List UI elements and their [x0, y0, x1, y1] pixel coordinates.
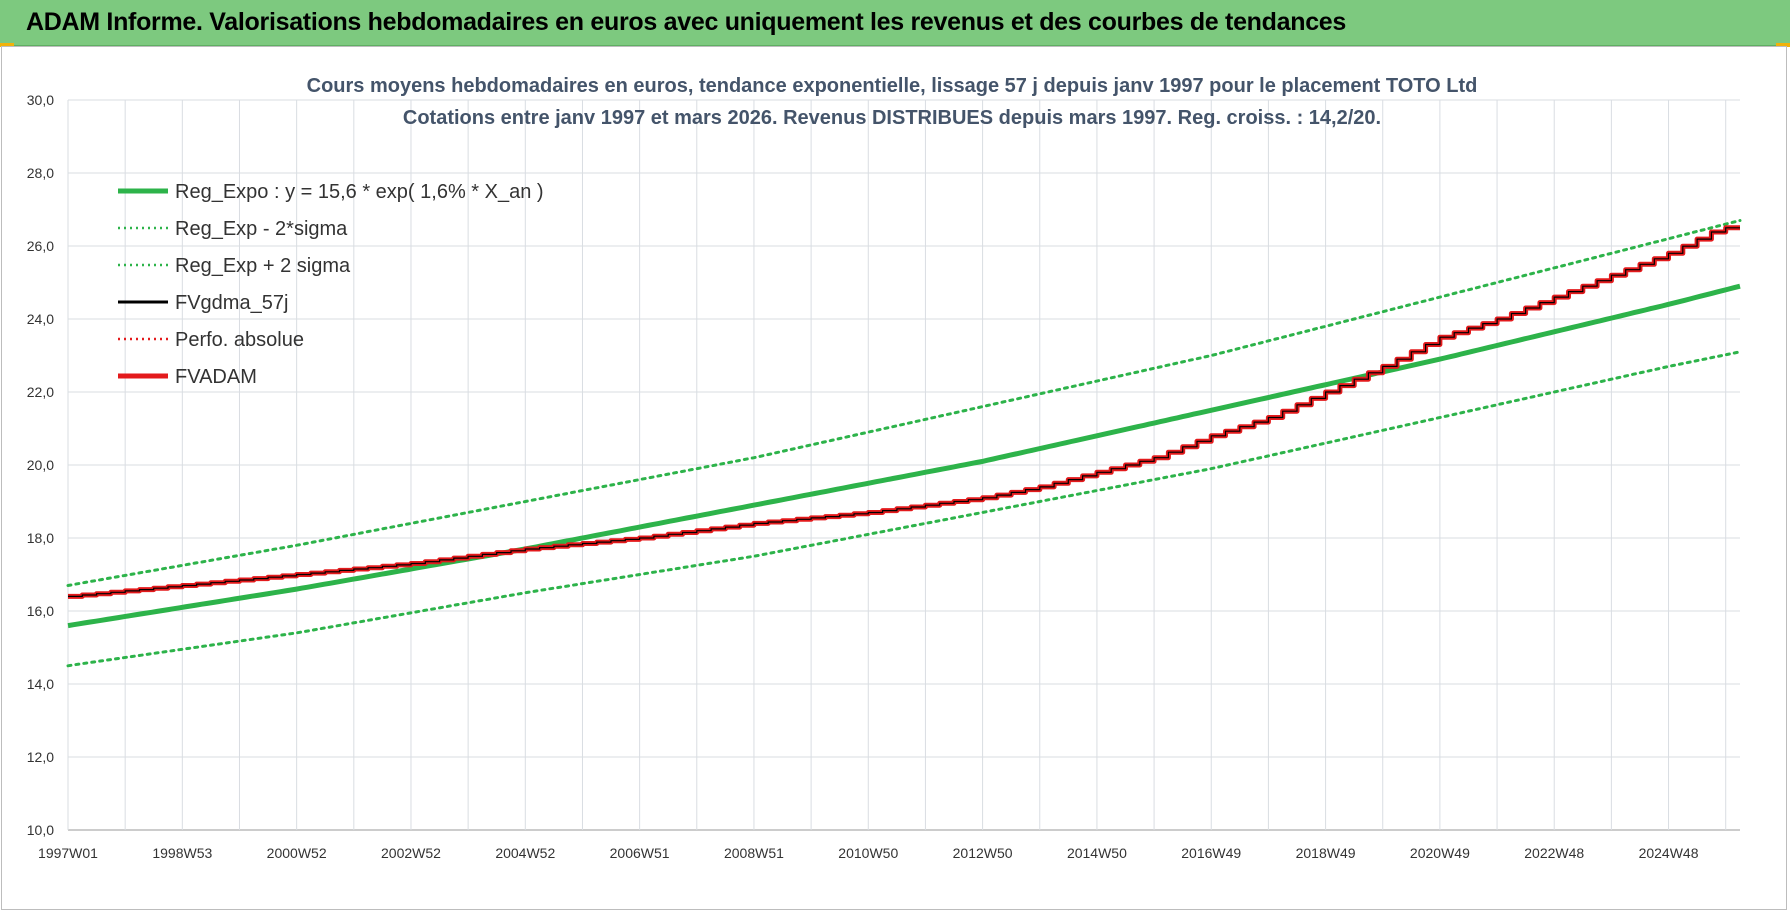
series-reg-exp-plus-2-sigma [66, 219, 1742, 587]
report-title: ADAM Informe. Valorisations hebdomadaire… [26, 8, 1347, 36]
y-tick-label: 30,0 [27, 92, 54, 108]
x-tick-label: 2020W49 [1410, 845, 1470, 861]
x-tick-label: 2004W52 [495, 845, 555, 861]
legend-label-fvadam: FVADAM [175, 366, 257, 388]
series-reg-expo [67, 283, 1741, 629]
y-tick-label: 22,0 [27, 384, 54, 400]
y-tick-label: 10,0 [27, 822, 54, 838]
chart-frame [1, 46, 1787, 910]
x-tick-label: 2006W51 [610, 845, 670, 861]
y-tick-label: 24,0 [27, 311, 54, 327]
legend-label-reg_minus: Reg_Exp - 2*sigma [175, 218, 348, 240]
x-tick-label: 2012W50 [953, 845, 1013, 861]
series-reg-exp-minus-2-sigma [66, 350, 1742, 668]
corner-mark-top-right [1776, 43, 1790, 47]
x-axis-ticks: 1997W01 1998W53 2000W52 2002W52 2004W52 2006W… [38, 845, 1699, 861]
x-tick-label: 2016W49 [1181, 845, 1241, 861]
x-tick-label: 2018W49 [1296, 845, 1356, 861]
y-tick-label: 12,0 [27, 749, 54, 765]
legend-label-reg_expo: Reg_Expo : y = 15,6 * exp( 1,6% * X_an ) [175, 181, 544, 203]
chart-legend: Reg_Expo : y = 15,6 * exp( 1,6% * X_an )… [118, 181, 544, 388]
series-fvgdma-57j [68, 227, 1740, 597]
x-tick-label: 1998W53 [152, 845, 212, 861]
x-tick-label: 2022W48 [1524, 845, 1584, 861]
x-tick-label: 2008W51 [724, 845, 784, 861]
chart-grid [67, 99, 1740, 831]
chart-lines [66, 219, 1742, 668]
legend-label-perfo: Perfo. absolue [175, 329, 304, 351]
y-tick-label: 26,0 [27, 238, 54, 254]
y-tick-label: 20,0 [27, 457, 54, 473]
y-tick-label: 28,0 [27, 165, 54, 181]
x-tick-label: 2024W48 [1639, 845, 1699, 861]
x-tick-label: 1997W01 [38, 845, 98, 861]
corner-mark-top-left [0, 43, 14, 47]
x-tick-label: 2010W50 [838, 845, 898, 861]
legend-label-fvgdma: FVgdma_57j [175, 292, 288, 314]
y-tick-label: 16,0 [27, 603, 54, 619]
x-tick-label: 2000W52 [267, 845, 327, 861]
x-tick-label: 2002W52 [381, 845, 441, 861]
x-tick-label: 2014W50 [1067, 845, 1127, 861]
y-tick-label: 18,0 [27, 530, 54, 546]
y-axis-ticks: 10,0 12,0 14,0 16,0 18,0 20,0 22,0 24,0 26,0 28,0… [27, 92, 54, 838]
legend-label-reg_plus: Reg_Exp + 2 sigma [175, 255, 351, 277]
chart-title-line-1: Cours moyens hebdomadaires en euros, ten… [307, 75, 1478, 97]
title-bar: ADAM Informe. Valorisations hebdomadaire… [0, 0, 1790, 46]
y-tick-label: 14,0 [27, 676, 54, 692]
chart-title-line-2: Cotations entre janv 1997 et mars 2026. … [403, 107, 1381, 129]
